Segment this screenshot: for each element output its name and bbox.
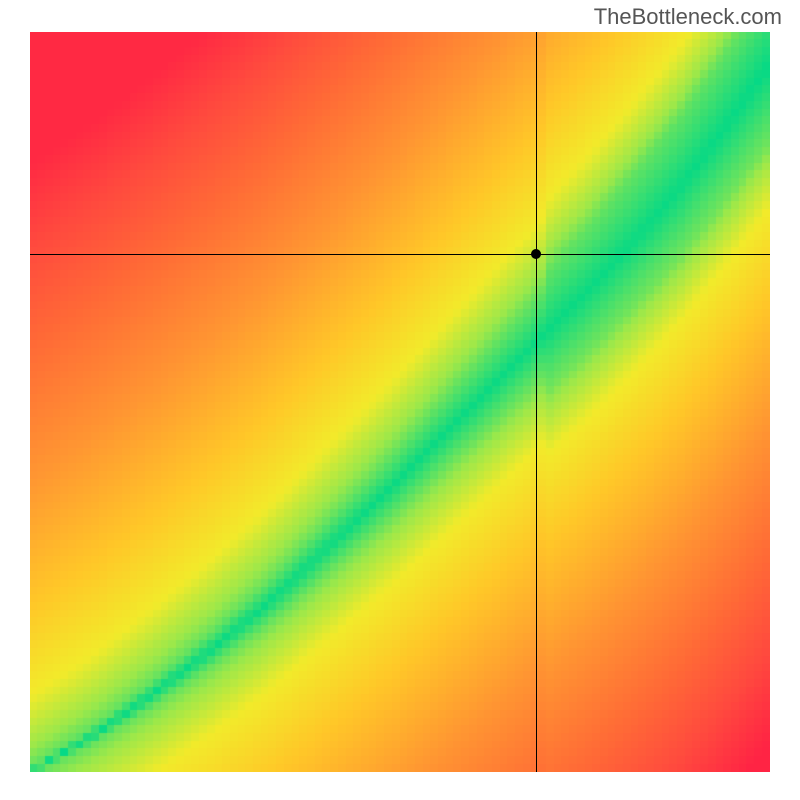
source-attribution: TheBottleneck.com (594, 4, 782, 30)
crosshair-marker (531, 249, 541, 259)
heatmap-canvas (30, 32, 770, 772)
crosshair-horizontal (30, 254, 770, 255)
crosshair-vertical (536, 32, 537, 772)
bottleneck-heatmap (30, 32, 770, 772)
